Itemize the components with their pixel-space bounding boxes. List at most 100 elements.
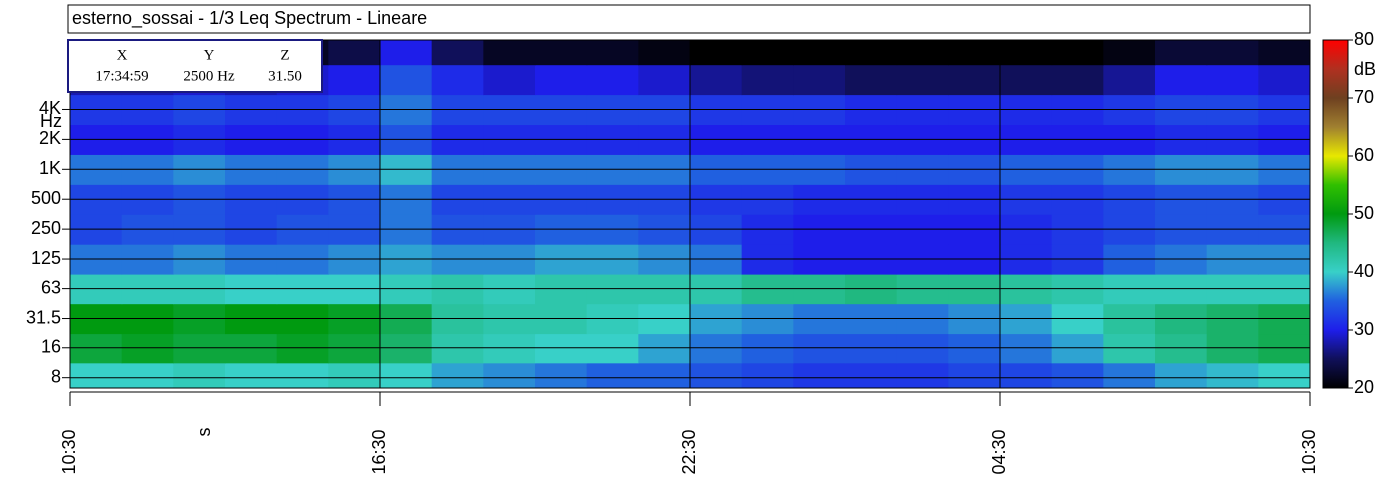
cell [586,362,639,388]
cell [845,362,898,388]
cursor-header: Z [280,47,289,63]
chart-title: esterno_sossai - 1/3 Leq Spectrum - Line… [72,8,427,29]
cell [328,40,381,66]
y-tick-label: 4K [39,98,61,118]
x-tick-label: 10:30 [59,429,79,474]
cell [1155,40,1208,66]
cell [225,362,278,388]
cell [948,40,1001,66]
cell [1103,64,1156,96]
cursor-header: X [117,47,128,63]
y-tick-label: 31.5 [26,307,61,327]
cell [638,40,691,66]
cell [1206,64,1259,96]
cell [535,64,588,96]
cell [948,362,1001,388]
cell [793,362,846,388]
cell [741,40,794,66]
cell [431,64,484,96]
cell [380,40,433,66]
cell [535,362,588,388]
cell [328,362,381,388]
cell [793,40,846,66]
x-tick-label: 04:30 [989,429,1009,474]
grid [70,40,1310,388]
cell [276,362,329,388]
cell [1051,40,1104,66]
cell [845,64,898,96]
cell [690,40,743,66]
cell [1000,362,1053,388]
cell [1258,362,1310,388]
cell [535,40,588,66]
cell [896,362,949,388]
colorbar-tick-label: 50 [1354,203,1374,223]
cursor-frame [67,39,323,93]
x-tick-label: 10:30 [1299,429,1319,474]
cell [638,64,691,96]
cell [173,362,226,388]
cell [1206,362,1259,388]
colorbar-tick-label: 20 [1354,377,1374,397]
y-tick-label: 1K [39,158,61,178]
cell [1000,40,1053,66]
cell [1051,64,1104,96]
cell [483,40,536,66]
cell [1258,40,1310,66]
cell [741,362,794,388]
cursor-header: Y [204,47,215,63]
cell [121,362,174,388]
title-box [67,4,1311,34]
cell [845,40,898,66]
cell [793,64,846,96]
cell [896,64,949,96]
cursor-value: 2500 Hz [183,68,235,84]
cell [483,64,536,96]
colorbar-tick-label: 80 [1354,29,1374,49]
y-tick-label: 8 [51,366,61,386]
cell [431,362,484,388]
colorbar-tick-label: 30 [1354,319,1374,339]
cell [380,64,433,96]
cell [896,40,949,66]
cell [328,64,381,96]
y-tick-label: 2K [39,128,61,148]
y-tick-label: 16 [41,337,61,357]
cell [948,64,1001,96]
x-tick-label: 22:30 [679,429,699,474]
cell [380,362,433,388]
cell [638,362,691,388]
cell [690,64,743,96]
cell [741,64,794,96]
plot-frame [69,39,1311,389]
colorbar-tick-label: 70 [1354,87,1374,107]
cell [1155,362,1208,388]
cell [1103,362,1156,388]
cell [431,40,484,66]
cell [586,64,639,96]
y-tick-label: 500 [31,188,61,208]
y-tick-label: 63 [41,277,61,297]
cursor-box: X Y Z 17:34:59 2500 Hz 31.50 [67,39,323,93]
colorbar-tick-label: 40 [1354,261,1374,281]
colorbar-tick-label: 60 [1354,145,1374,165]
y-tick-label: 125 [31,248,61,268]
cell [690,362,743,388]
cell [1258,64,1310,96]
cell [586,40,639,66]
cell [70,362,123,388]
colorbar [1322,39,1349,389]
cell [483,362,536,388]
x-tick-label: 16:30 [369,429,389,474]
cell [1051,362,1104,388]
colorbar-label: dB [1354,59,1376,79]
y-tick-label: 250 [31,218,61,238]
cursor-value: 31.50 [268,68,302,84]
cell [1000,64,1053,96]
x-axis-label: s [194,428,214,437]
y-axis-label: Hz [40,111,62,131]
cell [1206,40,1259,66]
cell [1155,64,1208,96]
cursor-value: 17:34:59 [95,68,148,84]
